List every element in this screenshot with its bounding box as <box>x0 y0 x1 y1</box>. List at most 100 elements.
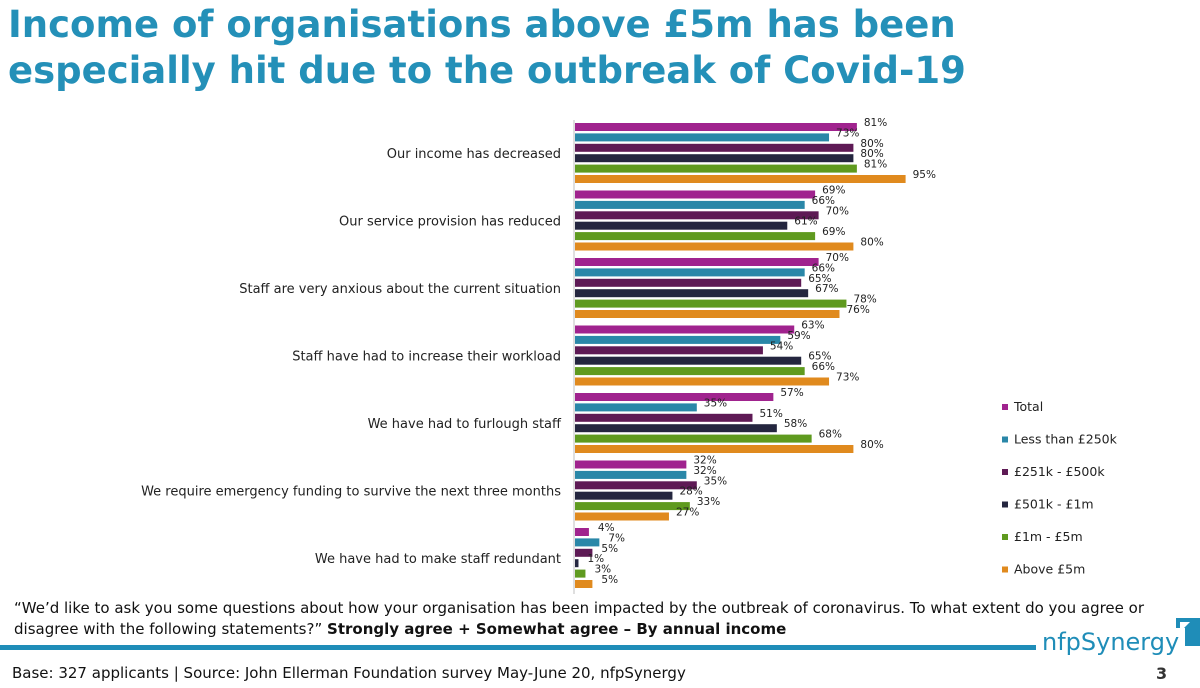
bar <box>575 242 854 251</box>
bar <box>575 232 816 241</box>
data-label: 61% <box>794 216 817 228</box>
bar <box>575 154 854 163</box>
category-label: Staff are very anxious about the current… <box>239 282 561 297</box>
category-labels: Our income has decreased Our service prov… <box>141 147 562 567</box>
data-label: 80% <box>860 439 883 451</box>
footer-divider <box>0 645 1175 650</box>
data-label: 95% <box>913 169 936 181</box>
brand-logo: nfpSynergy <box>1036 628 1186 656</box>
bar <box>575 512 669 521</box>
data-label: 63% <box>801 320 824 332</box>
data-label: 73% <box>836 127 859 139</box>
bar <box>575 310 840 318</box>
legend-label: £1m - £5m <box>1014 529 1083 544</box>
data-label: 5% <box>601 543 618 555</box>
data-label: 69% <box>822 185 845 197</box>
data-label: 69% <box>822 226 845 238</box>
legend-label: Above £5m <box>1014 562 1085 577</box>
bar <box>575 569 586 578</box>
bar <box>575 325 795 334</box>
brand-tab-notch <box>1180 622 1190 632</box>
bar <box>575 580 593 588</box>
bar <box>575 164 857 173</box>
data-label: 51% <box>759 408 782 420</box>
bar <box>575 268 805 277</box>
category-label: Staff have had to increase their workloa… <box>292 350 561 365</box>
category-label: We require emergency funding to survive … <box>141 485 561 500</box>
data-label: 59% <box>787 330 810 342</box>
bar <box>575 175 906 183</box>
data-label: 32% <box>693 465 716 477</box>
bar <box>575 200 805 209</box>
data-label: 70% <box>826 205 849 217</box>
legend-label: Less than £250k <box>1014 432 1118 447</box>
legend-label: £251k - £500k <box>1014 464 1105 479</box>
data-label: 81% <box>864 159 887 171</box>
chart-bars: 81%73%80%80%81%95%69%66%70%61%69%80%70%6… <box>575 117 936 588</box>
data-label: 80% <box>860 237 883 249</box>
data-label: 66% <box>812 195 835 207</box>
data-label: 35% <box>704 397 727 409</box>
data-label: 3% <box>594 564 611 576</box>
bar <box>575 258 819 266</box>
data-label: 66% <box>812 262 835 274</box>
base-source-note: Base: 327 applicants | Source: John Elle… <box>12 664 686 682</box>
legend-swatch <box>1002 436 1008 443</box>
bar <box>575 211 819 220</box>
legend-label: £501k - £1m <box>1014 497 1094 512</box>
legend-swatch <box>1002 566 1008 573</box>
bar <box>575 434 812 443</box>
bar <box>575 289 809 298</box>
bar <box>575 538 600 547</box>
bar <box>575 413 753 422</box>
data-label: 70% <box>826 252 849 264</box>
category-label: We have had to make staff redundant <box>315 552 561 567</box>
bar <box>575 528 589 536</box>
question-emphasis: Strongly agree + Somewhat agree – By ann… <box>327 620 787 638</box>
title-line-2: especially hit due to the outbreak of Co… <box>8 49 966 92</box>
data-label: 65% <box>808 351 831 363</box>
data-label: 78% <box>853 294 876 306</box>
data-label: 80% <box>860 138 883 150</box>
data-label: 80% <box>860 148 883 160</box>
bar <box>575 278 802 287</box>
data-label: 4% <box>598 522 615 534</box>
bar <box>575 190 816 199</box>
chart-legend: Total Less than £250k £251k - £500k £501k -… <box>1002 399 1118 577</box>
bar <box>575 123 857 131</box>
legend-swatch <box>1002 534 1008 540</box>
bar <box>575 445 854 453</box>
data-label: 32% <box>693 455 716 467</box>
category-label: Our service provision has reduced <box>339 215 561 230</box>
page-number: 3 <box>1156 664 1168 683</box>
bar <box>575 377 830 386</box>
legend-swatch <box>1002 404 1008 410</box>
data-label: 73% <box>836 372 859 384</box>
legend-swatch <box>1002 469 1008 475</box>
survey-question: “We’d like to ask you some questions abo… <box>14 598 1174 640</box>
data-label: 7% <box>608 532 625 544</box>
bar <box>575 424 777 433</box>
bar <box>575 460 687 469</box>
data-label: 65% <box>808 273 831 285</box>
bar <box>575 491 673 500</box>
data-label: 54% <box>770 340 793 352</box>
bar <box>575 143 854 152</box>
bar <box>575 403 697 412</box>
bar <box>575 335 781 344</box>
category-label: Our income has decreased <box>387 147 561 162</box>
bar <box>575 299 847 308</box>
bar <box>575 470 687 479</box>
data-label: 27% <box>676 507 699 519</box>
data-label: 35% <box>704 475 727 487</box>
data-label: 28% <box>679 486 702 498</box>
legend-label: Total <box>1013 399 1043 414</box>
data-label: 1% <box>587 553 604 565</box>
bar <box>575 221 788 230</box>
bar <box>575 502 690 511</box>
legend-swatch <box>1002 501 1008 508</box>
bar <box>575 346 763 355</box>
data-label: 58% <box>784 418 807 430</box>
category-label: We have had to furlough staff <box>368 417 562 432</box>
data-label: 67% <box>815 283 838 295</box>
